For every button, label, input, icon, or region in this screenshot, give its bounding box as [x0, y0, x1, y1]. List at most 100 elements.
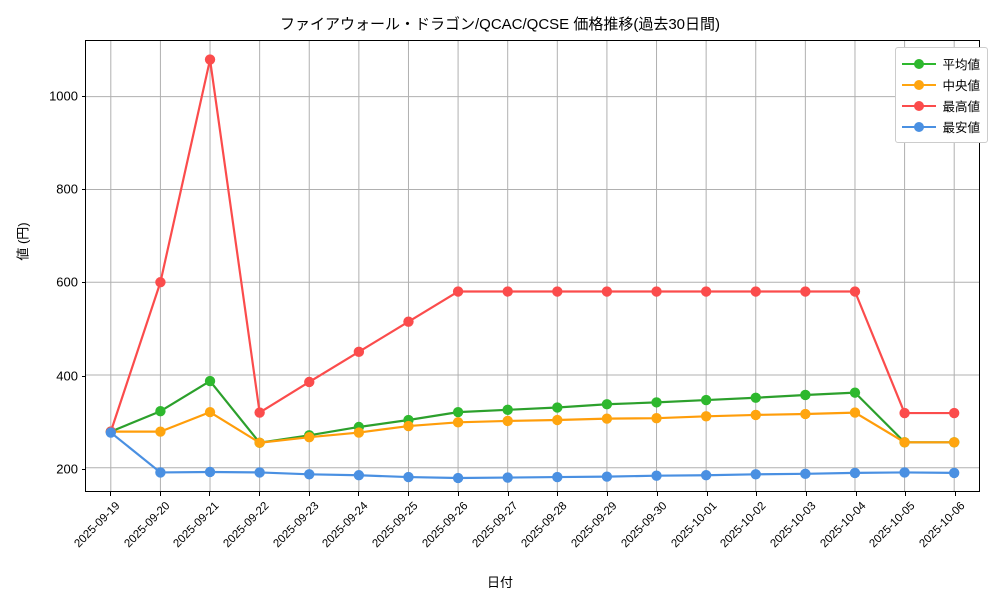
- legend-label: 平均値: [942, 58, 980, 72]
- x-tick-mark: [607, 492, 609, 496]
- data-point: [304, 469, 315, 480]
- data-point: [155, 467, 166, 478]
- data-point: [849, 467, 861, 479]
- x-tick-mark: [955, 492, 957, 496]
- data-point: [204, 54, 216, 65]
- data-point: [502, 415, 513, 427]
- data-point: [155, 406, 166, 417]
- y-tick-mark: [82, 189, 86, 191]
- chart-title: ファイアウォール・ドラゴン/QCAC/QCSE 価格推移(過去30日間): [279, 16, 721, 33]
- data-point: [502, 472, 513, 483]
- x-tick-mark: [408, 492, 410, 496]
- x-tick-mark: [656, 492, 658, 496]
- data-point: [849, 286, 861, 297]
- data-point: [552, 286, 563, 297]
- data-point: [204, 406, 216, 418]
- data-point: [651, 397, 662, 408]
- series-2: [105, 406, 960, 448]
- data-point: [849, 407, 861, 418]
- data-point: [403, 420, 414, 432]
- data-point: [601, 413, 613, 424]
- data-point: [700, 470, 712, 481]
- x-tick-mark: [706, 492, 708, 496]
- legend-dot-icon: [914, 79, 925, 90]
- y-tick-mark: [82, 282, 86, 284]
- data-point: [452, 472, 464, 484]
- data-point: [552, 402, 563, 413]
- data-point: [105, 427, 116, 438]
- x-tick-mark: [756, 492, 758, 496]
- data-point: [651, 412, 662, 424]
- data-point: [800, 286, 811, 297]
- data-point: [750, 409, 761, 421]
- data-point: [800, 389, 811, 401]
- legend-label: 最安値: [942, 121, 980, 135]
- x-tick-mark: [209, 492, 211, 496]
- legend-item[interactable]: 平均値: [902, 53, 980, 74]
- y-axis-tick-labels: 200 400 600 800 1000: [20, 40, 86, 492]
- legend-item[interactable]: 最高値: [902, 95, 980, 116]
- data-point: [800, 468, 811, 480]
- chart-legend: 平均値中央値最高値最安値: [895, 47, 988, 143]
- x-tick-mark: [507, 492, 509, 496]
- x-axis-tick-labels: 2025-09-19 2025-09-20 2025-09-21 2025-09-22…: [72, 492, 980, 572]
- series-line: [109, 431, 956, 480]
- data-point: [949, 437, 960, 448]
- data-point: [601, 399, 613, 410]
- y-tick-label: 1000: [49, 88, 78, 104]
- legend-item[interactable]: 最安値: [902, 116, 980, 137]
- data-point: [254, 467, 265, 478]
- data-point: [452, 286, 464, 297]
- data-point: [353, 346, 365, 358]
- x-tick-mark: [159, 492, 161, 496]
- series-line: [109, 379, 956, 444]
- legend-swatch-icon: [902, 78, 937, 92]
- data-point: [403, 316, 414, 327]
- data-point: [502, 286, 513, 297]
- data-point: [949, 407, 960, 419]
- x-tick-mark: [855, 492, 857, 496]
- data-point: [899, 407, 910, 419]
- y-tick-mark: [82, 468, 86, 470]
- data-point: [899, 467, 910, 478]
- legend-item[interactable]: 中央値: [902, 74, 980, 95]
- data-point: [204, 466, 216, 478]
- legend-label: 最高値: [942, 100, 980, 114]
- data-point: [452, 417, 464, 428]
- data-point: [353, 470, 365, 481]
- data-point: [849, 387, 861, 398]
- legend-swatch-icon: [902, 57, 937, 71]
- data-point: [353, 427, 365, 438]
- x-tick-mark: [308, 492, 310, 496]
- x-tick-mark: [557, 492, 559, 496]
- series-line: [109, 411, 956, 444]
- data-point: [651, 470, 662, 481]
- data-point: [899, 437, 910, 448]
- data-point: [601, 286, 613, 297]
- data-point: [155, 277, 166, 288]
- legend-dot-icon: [914, 100, 925, 111]
- data-point: [700, 411, 712, 422]
- data-point: [155, 426, 166, 437]
- legend-label: 中央値: [942, 79, 980, 93]
- data-point: [254, 437, 265, 448]
- series-line: [109, 58, 956, 433]
- y-tick-label: 400: [56, 368, 78, 383]
- data-point: [304, 376, 315, 388]
- data-point: [204, 375, 216, 387]
- legend-dot-icon: [914, 58, 925, 69]
- data-point: [502, 404, 513, 415]
- x-tick-mark: [109, 492, 111, 496]
- data-point: [750, 469, 761, 480]
- data-point: [651, 286, 662, 297]
- series-4: [105, 427, 960, 484]
- data-point: [750, 286, 761, 297]
- data-point: [304, 432, 315, 443]
- x-axis-label: 日付: [486, 575, 513, 590]
- data-point: [254, 407, 265, 418]
- data-point: [552, 414, 563, 426]
- data-point: [552, 471, 563, 483]
- legend-swatch-icon: [902, 120, 937, 134]
- x-tick-mark: [457, 492, 459, 496]
- y-tick-label: 600: [56, 274, 78, 290]
